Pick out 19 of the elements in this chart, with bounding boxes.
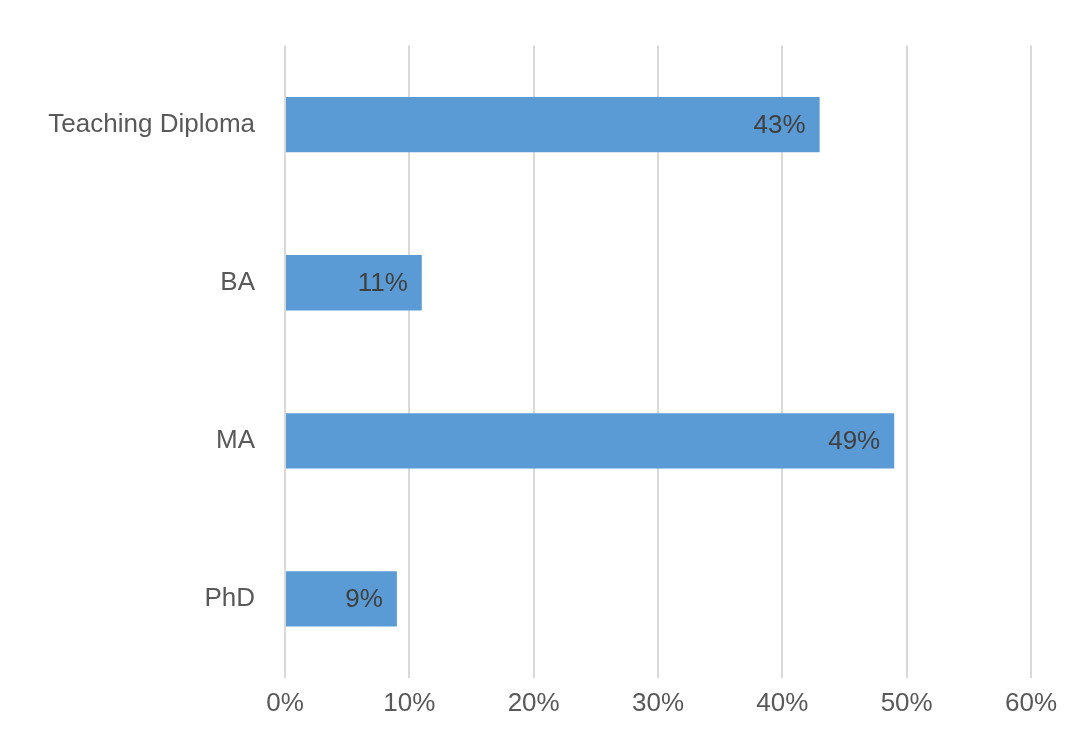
y-tick-label: PhD: [204, 582, 255, 613]
x-tick-label: 0%: [266, 686, 304, 717]
x-tick-label: 10%: [383, 686, 436, 717]
y-tick-label: MA: [216, 424, 256, 455]
x-tick-label: 50%: [880, 686, 933, 717]
x-tick-label: 60%: [1004, 686, 1058, 717]
data-label: 49%: [828, 425, 881, 456]
data-label: 11%: [357, 266, 408, 297]
y-tick-label: BA: [220, 265, 256, 296]
bar: [286, 571, 397, 627]
y-tick-label: Teaching Diploma: [48, 107, 256, 138]
data-label: 9%: [345, 583, 383, 614]
x-tick-label: 20%: [507, 686, 560, 717]
data-label: 43%: [753, 108, 806, 139]
x-tick-label: 30%: [631, 686, 685, 717]
x-tick-label: 40%: [756, 686, 809, 717]
bar: [286, 413, 895, 469]
bar: [286, 255, 422, 311]
bar: [286, 96, 820, 153]
